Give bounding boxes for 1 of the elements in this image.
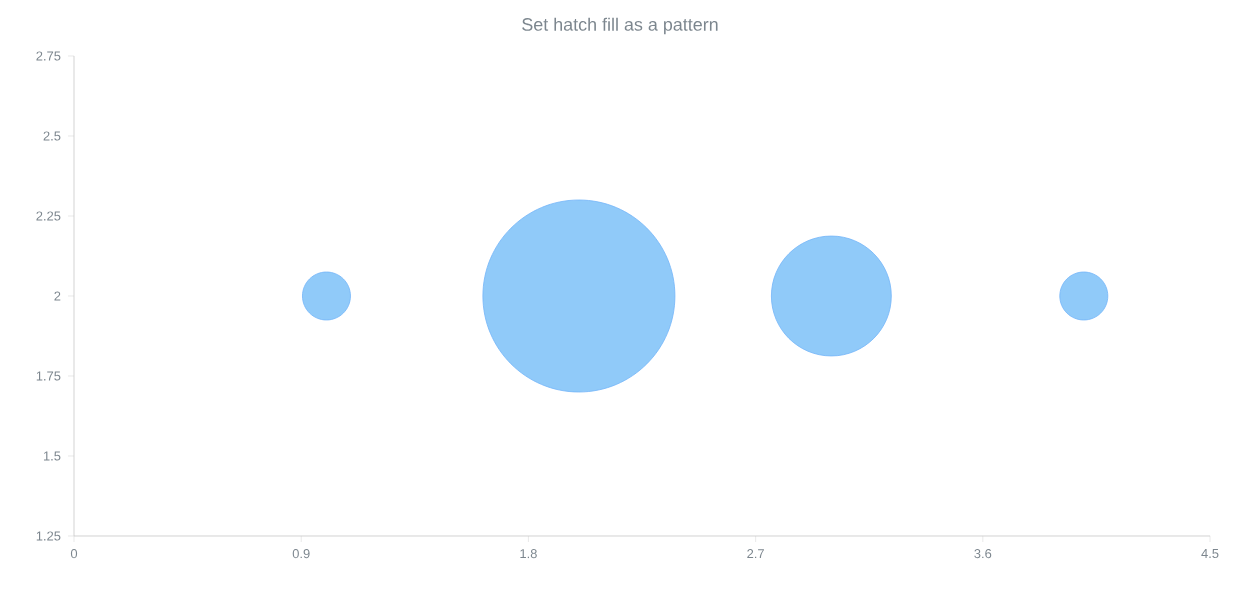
chart-title: Set hatch fill as a pattern	[522, 17, 718, 35]
